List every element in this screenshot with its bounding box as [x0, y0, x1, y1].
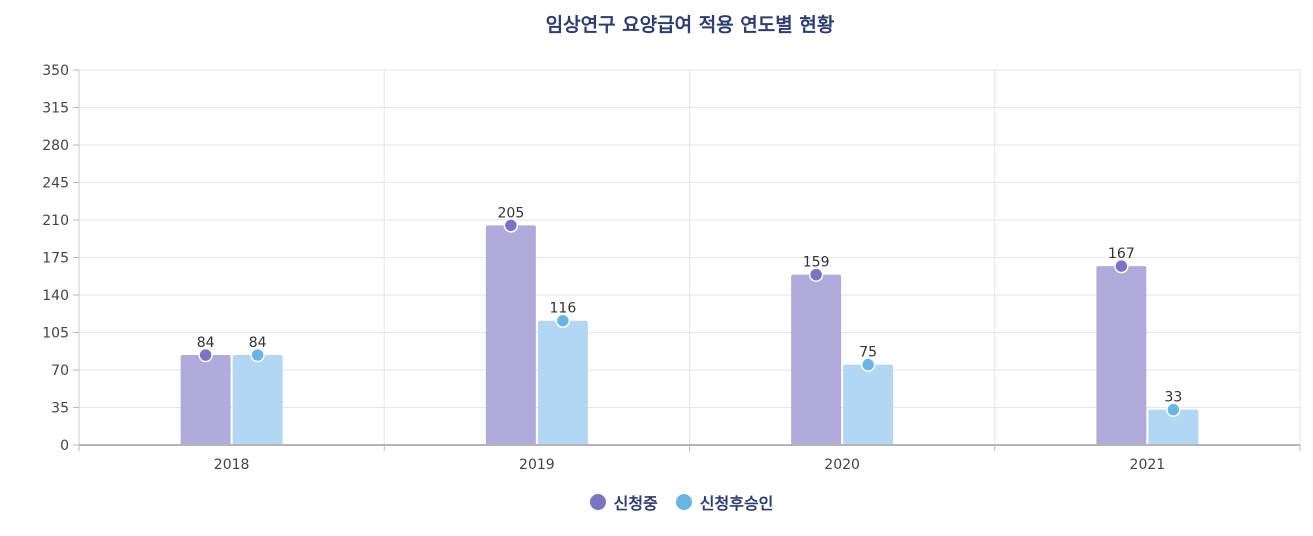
data-label-series-1-2018: 84 [249, 335, 267, 351]
y-tick-label: 315 [42, 101, 69, 117]
point-series-0-2021 [1114, 258, 1129, 274]
data-label-series-1-2021: 33 [1164, 390, 1182, 406]
x-tick-label: 2019 [519, 457, 555, 473]
legend-item-series-0[interactable]: 신청중 [589, 490, 658, 514]
bar-series-1-2020 [843, 364, 894, 445]
point-series-1-2019 [555, 313, 571, 328]
y-tick-label: 105 [42, 326, 69, 342]
y-tick-label: 0 [60, 438, 69, 454]
bar-series-0-2021 [1096, 266, 1147, 445]
y-tick-label: 175 [42, 251, 69, 267]
x-tick-label: 2018 [214, 457, 250, 473]
point-series-0-2018 [198, 347, 213, 363]
bar-series-1-2021 [1148, 409, 1199, 445]
point-series-1-2020 [860, 357, 876, 372]
x-tick-label: 2021 [1130, 457, 1166, 473]
legend-marker-series-1 [675, 494, 692, 510]
legend: 신청중 신청후승인 [0, 490, 1313, 514]
y-tick-label: 210 [42, 213, 69, 229]
y-tick-label: 350 [42, 63, 69, 79]
data-label-series-0-2021: 167 [1108, 246, 1135, 262]
y-tick-label: 140 [42, 288, 69, 304]
legend-item-series-1[interactable]: 신청후승인 [675, 490, 774, 514]
point-series-1-2018 [250, 347, 265, 363]
point-series-0-2019 [503, 218, 519, 233]
y-tick-label: 70 [51, 363, 69, 379]
chart-plot: 0 35 70 105 140 175 210 245 280 315 350 2018 2019 202… [42, 63, 1301, 473]
y-tick-label: 280 [42, 138, 69, 154]
bar-series-0-2020 [791, 274, 842, 445]
data-label-series-1-2019: 116 [550, 301, 577, 317]
legend-label-series-1: 신청후승인 [699, 494, 774, 513]
bar-series-1-2018 [232, 355, 283, 445]
x-tick-label: 2020 [824, 457, 860, 473]
bar-series-0-2018 [180, 355, 231, 445]
y-tick-label: 35 [51, 401, 69, 417]
data-label-series-0-2020: 159 [803, 255, 830, 271]
data-label-series-1-2020: 75 [859, 345, 877, 361]
data-label-series-0-2018: 84 [197, 335, 215, 351]
data-label-series-0-2019: 205 [498, 205, 525, 221]
chart-title: 임상연구 요양급여 적용 연도별 현황 [545, 14, 835, 36]
legend-label-series-0: 신청중 [613, 494, 658, 513]
point-series-0-2020 [808, 267, 824, 282]
bar-series-1-2019 [537, 320, 588, 445]
bar-series-0-2019 [485, 225, 536, 445]
legend-marker-series-0 [589, 494, 606, 510]
point-series-1-2021 [1166, 402, 1181, 417]
y-tick-label: 245 [42, 176, 69, 192]
